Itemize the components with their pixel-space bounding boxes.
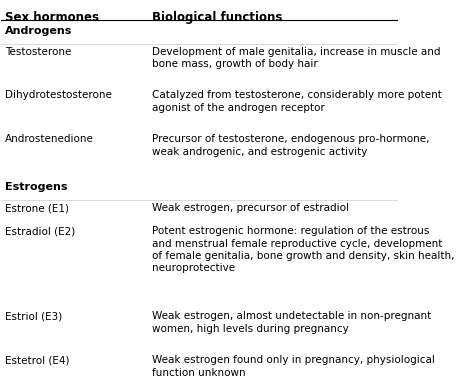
Text: Estrone (E1): Estrone (E1) xyxy=(5,203,69,213)
Text: Estetrol (E4): Estetrol (E4) xyxy=(5,355,70,365)
Text: Estradiol (E2): Estradiol (E2) xyxy=(5,226,76,236)
Text: Weak estrogen found only in pregnancy, physiological
function unknown: Weak estrogen found only in pregnancy, p… xyxy=(152,355,435,378)
Text: Catalyzed from testosterone, considerably more potent
agonist of the androgen re: Catalyzed from testosterone, considerabl… xyxy=(152,90,442,113)
Text: Precursor of testosterone, endogenous pro-hormone,
weak androgenic, and estrogen: Precursor of testosterone, endogenous pr… xyxy=(152,134,429,157)
Text: Biological functions: Biological functions xyxy=(152,11,283,24)
Text: Weak estrogen, almost undetectable in non-pregnant
women, high levels during pre: Weak estrogen, almost undetectable in no… xyxy=(152,311,431,334)
Text: Androgens: Androgens xyxy=(5,26,73,36)
Text: Potent estrogenic hormone: regulation of the estrous
and menstrual female reprod: Potent estrogenic hormone: regulation of… xyxy=(152,226,455,273)
Text: Development of male genitalia, increase in muscle and
bone mass, growth of body : Development of male genitalia, increase … xyxy=(152,47,440,69)
Text: Estrogens: Estrogens xyxy=(5,182,68,192)
Text: Sex hormones: Sex hormones xyxy=(5,11,100,24)
Text: Estriol (E3): Estriol (E3) xyxy=(5,311,63,321)
Text: Testosterone: Testosterone xyxy=(5,47,72,57)
Text: Dihydrotestosterone: Dihydrotestosterone xyxy=(5,90,112,100)
Text: Androstenedione: Androstenedione xyxy=(5,134,94,144)
Text: Weak estrogen, precursor of estradiol: Weak estrogen, precursor of estradiol xyxy=(152,203,349,213)
